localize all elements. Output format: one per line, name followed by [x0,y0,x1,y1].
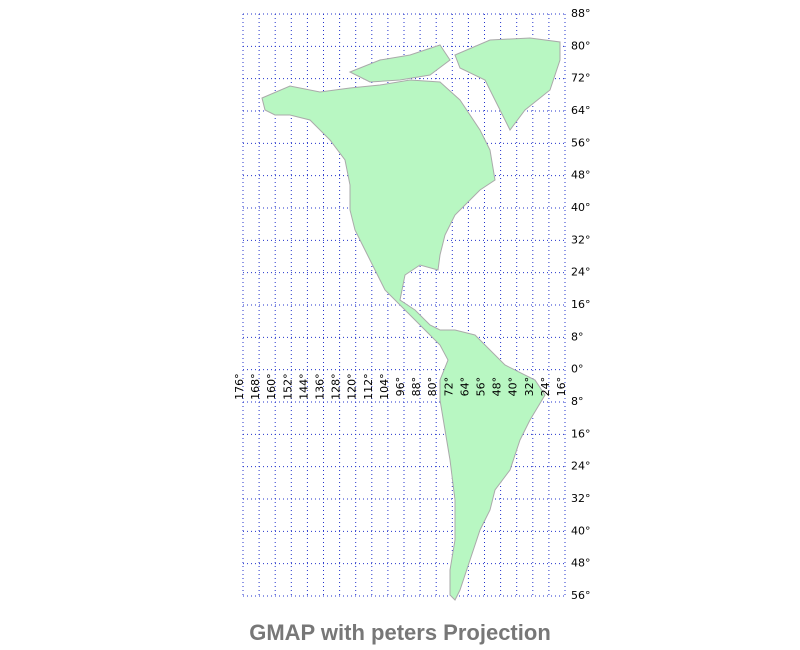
latitude-label: 8° [571,330,584,343]
longitude-label: 48° [491,377,504,397]
greenland [454,37,561,131]
latitude-label: 72° [571,72,591,85]
latitude-label: 80° [571,39,591,52]
latitude-label: 40° [571,201,591,214]
latitude-label: 16° [571,298,591,311]
arctic-islands [348,44,451,83]
longitude-label: 152° [281,373,294,400]
latitude-label: 32° [571,492,591,505]
longitude-label: 40° [507,377,520,397]
latitude-label: 16° [571,427,591,440]
map-title: GMAP with peters Projection [249,620,551,645]
longitude-label: 88° [410,377,423,397]
longitude-label: 56° [475,377,488,397]
longitude-label: 72° [442,377,455,397]
latitude-label: 48° [571,557,591,570]
longitude-label: 32° [523,377,536,397]
longitude-label: 112° [362,373,375,400]
longitude-label: 160° [265,373,278,400]
americas [261,79,546,601]
latitude-label: 56° [571,589,591,602]
latitude-label: 56° [571,136,591,149]
longitude-label: 104° [378,373,391,400]
latitude-label: 40° [571,524,591,537]
longitude-label: 16° [555,377,568,397]
longitude-label: 168° [249,373,262,400]
latitude-label: 24° [571,266,591,279]
latitude-label: 48° [571,169,591,182]
longitude-label: 64° [458,377,471,397]
longitude-label: 24° [539,377,552,397]
latitude-label: 8° [571,395,584,408]
longitude-label: 120° [346,373,359,400]
longitude-label: 176° [233,373,246,400]
longitude-label: 144° [297,373,310,400]
landmass [261,37,561,601]
latitude-label: 0° [571,363,584,376]
longitude-label: 136° [314,373,327,400]
latitude-label: 32° [571,233,591,246]
longitude-label: 96° [394,377,407,397]
longitude-label: 128° [330,373,343,400]
latitude-label: 24° [571,460,591,473]
latitude-label: 88° [571,7,591,20]
longitude-label: 80° [426,377,439,397]
latitude-label: 64° [571,104,591,117]
